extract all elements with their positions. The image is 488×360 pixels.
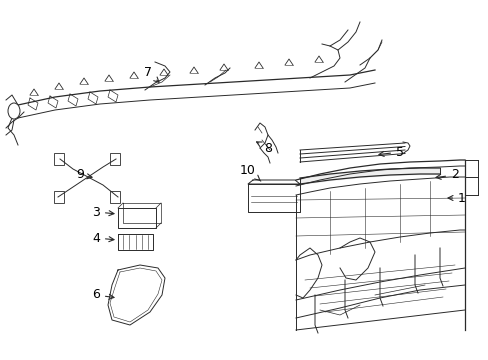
- Text: 9: 9: [76, 168, 92, 181]
- Text: 10: 10: [240, 163, 260, 181]
- Text: 6: 6: [92, 288, 114, 302]
- Text: 4: 4: [92, 231, 114, 244]
- Ellipse shape: [8, 103, 20, 119]
- Text: 5: 5: [378, 145, 403, 158]
- Text: 7: 7: [143, 66, 159, 82]
- Bar: [54, 191, 64, 203]
- Text: 1: 1: [447, 192, 465, 204]
- Bar: [110, 191, 120, 203]
- Text: 3: 3: [92, 206, 114, 219]
- Bar: [54, 153, 64, 165]
- Text: 2: 2: [435, 168, 458, 181]
- Bar: [110, 153, 120, 165]
- Text: 8: 8: [256, 141, 271, 154]
